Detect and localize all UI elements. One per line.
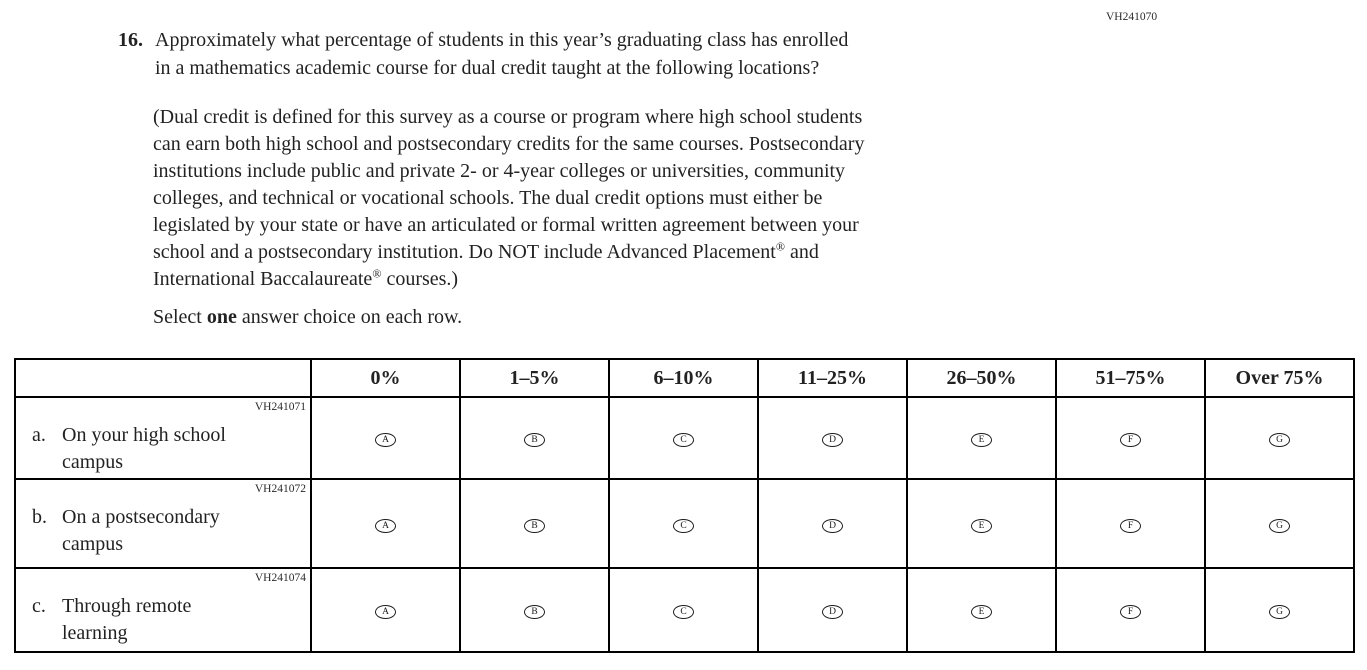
header-blank — [14, 358, 312, 398]
question-text: Approximately what percentage of student… — [155, 27, 1115, 82]
answer-cell: F — [1055, 396, 1206, 480]
answer-cell: G — [1204, 567, 1355, 653]
row-item-code: VH241072 — [254, 483, 306, 495]
row-label: b. On a postsecondary campus — [16, 504, 310, 558]
answer-bubble-d[interactable]: D — [822, 433, 843, 447]
answer-bubble-f[interactable]: F — [1120, 433, 1141, 447]
answer-cell: E — [906, 396, 1057, 480]
header-row: 0% 1–5% 6–10% 11–25% 26–50% 51–75% Over … — [14, 358, 1355, 398]
answer-bubble-c[interactable]: C — [673, 605, 694, 619]
definition-line: legislated by your state or have an arti… — [153, 214, 859, 236]
answer-bubble-a[interactable]: A — [375, 518, 396, 533]
answer-bubble-b[interactable]: B — [524, 433, 545, 447]
answer-bubble-b[interactable]: B — [524, 605, 545, 619]
column-header-0pct: 0% — [310, 358, 461, 398]
definition-line: school and a postsecondary institution. … — [153, 239, 819, 263]
answer-bubble-a[interactable]: A — [375, 605, 396, 619]
column-header-1-5pct: 1–5% — [459, 358, 610, 398]
definition-line: International Baccalaureate® courses.) — [153, 266, 459, 290]
row-label: a. On your high school campus — [16, 422, 310, 476]
answer-cell: D — [757, 396, 908, 480]
question-number: 16. — [118, 29, 143, 51]
question-text-line-1: Approximately what percentage of student… — [155, 29, 849, 51]
definition-line: colleges, and technical or vocational sc… — [153, 187, 823, 209]
answer-bubble-e[interactable]: E — [971, 605, 992, 619]
answer-instruction: Select one answer choice on each row. — [153, 306, 463, 328]
answer-bubble-b[interactable]: B — [524, 518, 545, 533]
question-text-line-2: in a mathematics academic course for dua… — [155, 56, 820, 79]
answer-cell: F — [1055, 567, 1206, 653]
definition-line: can earn both high school and postsecond… — [153, 133, 865, 155]
answer-bubble-d[interactable]: D — [822, 605, 843, 619]
definition-line: (Dual credit is defined for this survey … — [153, 106, 863, 128]
answer-cell: D — [757, 478, 908, 569]
answer-cell: B — [459, 478, 610, 569]
answer-cell: C — [608, 478, 759, 569]
row-label-text: On a postsecondary campus — [62, 506, 220, 555]
row-label-cell: VH241071 a. On your high school campus — [14, 396, 312, 480]
answer-bubble-f[interactable]: F — [1120, 518, 1141, 533]
answer-cell: A — [310, 567, 461, 653]
table-row-remote-learning: VH241074 c. Through remote learning A B … — [14, 567, 1355, 653]
answer-cell: G — [1204, 396, 1355, 480]
definition-line: institutions include public and private … — [153, 160, 846, 182]
answer-bubble-e[interactable]: E — [971, 433, 992, 447]
row-item-code: VH241074 — [254, 572, 306, 584]
row-label-cell: VH241072 b. On a postsecondary campus — [14, 478, 312, 569]
answer-cell: F — [1055, 478, 1206, 569]
dual-credit-definition: (Dual credit is defined for this survey … — [153, 104, 1113, 293]
column-header-6-10pct: 6–10% — [608, 358, 759, 398]
answer-cell: C — [608, 396, 759, 480]
answer-cell: D — [757, 567, 908, 653]
answer-cell: A — [310, 396, 461, 480]
row-item-code: VH241071 — [254, 401, 306, 413]
answer-bubble-c[interactable]: C — [673, 433, 694, 447]
question-id-code: VH241070 — [1106, 11, 1158, 23]
answer-bubble-e[interactable]: E — [971, 518, 992, 533]
row-label-text: Through remote learning — [62, 595, 192, 644]
answer-bubble-g[interactable]: G — [1269, 518, 1290, 533]
answer-bubble-g[interactable]: G — [1269, 433, 1290, 447]
answer-cell: B — [459, 396, 610, 480]
registered-mark: ® — [775, 239, 785, 254]
column-header-51-75pct: 51–75% — [1055, 358, 1206, 398]
answer-bubble-d[interactable]: D — [822, 518, 843, 533]
row-label-cell: VH241074 c. Through remote learning — [14, 567, 312, 653]
row-label: c. Through remote learning — [16, 593, 310, 647]
answer-cell: E — [906, 567, 1057, 653]
column-header-over-75pct: Over 75% — [1204, 358, 1355, 398]
registered-mark: ® — [372, 266, 382, 281]
answer-bubble-c[interactable]: C — [673, 518, 694, 533]
table-row-postsecondary-campus: VH241072 b. On a postsecondary campus A … — [14, 478, 1355, 569]
column-header-11-25pct: 11–25% — [757, 358, 908, 398]
answer-bubble-a[interactable]: A — [375, 433, 396, 447]
answer-cell: G — [1204, 478, 1355, 569]
row-letter: a. — [32, 424, 46, 446]
row-letter: b. — [32, 506, 47, 528]
response-grid: 0% 1–5% 6–10% 11–25% 26–50% 51–75% Over … — [14, 358, 1355, 653]
row-label-text: On your high school campus — [62, 424, 226, 473]
column-header-26-50pct: 26–50% — [906, 358, 1057, 398]
answer-bubble-f[interactable]: F — [1120, 605, 1141, 619]
answer-bubble-g[interactable]: G — [1269, 605, 1290, 619]
answer-cell: E — [906, 478, 1057, 569]
answer-cell: A — [310, 478, 461, 569]
table-row-high-school-campus: VH241071 a. On your high school campus A… — [14, 396, 1355, 480]
row-letter: c. — [32, 595, 46, 617]
answer-cell: B — [459, 567, 610, 653]
answer-cell: C — [608, 567, 759, 653]
